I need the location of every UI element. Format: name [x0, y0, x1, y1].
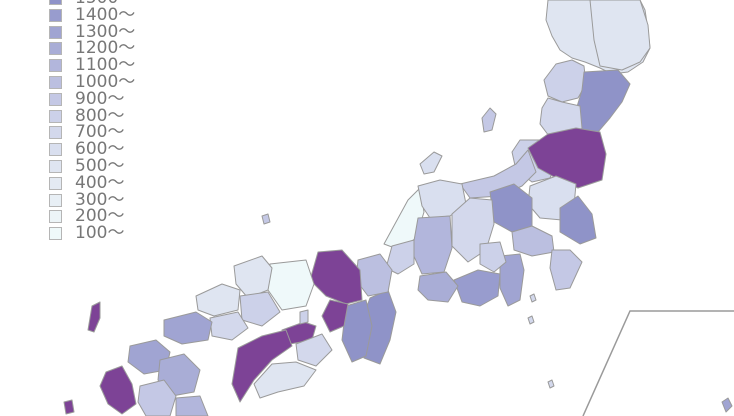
legend-label: 400〜: [75, 172, 125, 193]
legend-label: 100〜: [75, 223, 125, 244]
region-hyogo[interactable]: [267, 259, 315, 311]
region-izu-island-1[interactable]: [529, 293, 537, 303]
legend-swatch: [49, 227, 62, 241]
legend-label: 900〜: [75, 88, 125, 109]
region-gunma[interactable]: [489, 183, 533, 233]
legend-label: 1100〜: [75, 55, 136, 76]
legend-item: 1000〜: [49, 74, 135, 91]
legend-swatch: [49, 160, 62, 173]
legend-item: 1200〜: [49, 40, 135, 57]
region-tsushima[interactable]: [87, 301, 101, 333]
legend-item: 900〜: [49, 88, 125, 109]
region-kochi[interactable]: [253, 361, 317, 399]
legend-label: 700〜: [75, 122, 125, 143]
legend-swatch: [49, 143, 62, 157]
region-sado[interactable]: [419, 151, 443, 175]
legend-item: 400〜: [49, 172, 125, 193]
legend-swatch: [49, 210, 62, 224]
region-kumamoto[interactable]: [137, 379, 177, 416]
legend-swatch: [49, 25, 62, 39]
region-awaji[interactable]: [299, 309, 309, 325]
legend-label: 200〜: [75, 206, 125, 227]
region-shimane[interactable]: [195, 283, 241, 317]
legend-swatch: [49, 109, 62, 123]
legend-swatch: [49, 92, 62, 106]
legend-item: 600〜: [49, 141, 124, 158]
legend-label: 300〜: [75, 189, 125, 210]
okinawa-inset-frame: [582, 310, 734, 416]
legend-item: 100〜: [49, 225, 124, 242]
region-shizuoka[interactable]: [453, 269, 501, 307]
legend-label: 1400〜: [75, 4, 136, 25]
legend-item: 1500〜: [49, 0, 135, 7]
region-tokushima[interactable]: [295, 333, 333, 367]
region-yamaguchi[interactable]: [163, 311, 213, 345]
legend-swatch: [49, 0, 62, 5]
region-izu-island-3[interactable]: [547, 379, 555, 389]
region-tottori[interactable]: [233, 255, 273, 299]
legend-label: 600〜: [75, 139, 125, 160]
region-okinawa-island[interactable]: [721, 397, 733, 413]
region-goto[interactable]: [63, 399, 75, 415]
legend-label: 800〜: [75, 105, 125, 126]
legend-label: 1000〜: [75, 72, 136, 92]
legend-label: 1300〜: [75, 21, 136, 42]
region-kyoto[interactable]: [309, 249, 363, 305]
region-hiroshima[interactable]: [209, 311, 249, 341]
region-osaka[interactable]: [321, 299, 349, 333]
region-saga[interactable]: [99, 365, 137, 415]
region-oki[interactable]: [261, 213, 271, 225]
legend-item: 700〜: [49, 124, 124, 141]
region-gifu[interactable]: [411, 215, 453, 275]
legend-label: 1200〜: [75, 38, 136, 59]
region-iwate[interactable]: [575, 69, 631, 133]
region-miyazaki[interactable]: [175, 395, 209, 416]
region-nara[interactable]: [341, 299, 373, 363]
legend-swatch: [49, 8, 62, 22]
region-aomori[interactable]: [543, 59, 587, 103]
legend-item: 200〜: [49, 208, 124, 225]
region-aichi[interactable]: [417, 271, 459, 303]
region-kanagawa[interactable]: [499, 253, 525, 307]
legend-swatch: [49, 176, 62, 190]
region-chiba[interactable]: [549, 249, 583, 291]
legend-swatch: [49, 193, 62, 207]
legend-item: 1300〜: [49, 21, 136, 42]
legend-swatch: [49, 59, 62, 73]
legend-item: 1400〜: [49, 4, 136, 25]
region-izu-island-2[interactable]: [527, 315, 535, 325]
region-miyagi[interactable]: [527, 127, 607, 189]
legend-swatch: [49, 42, 62, 56]
region-ibaraki[interactable]: [559, 195, 597, 245]
legend-label: 1500〜: [75, 0, 135, 7]
legend-label: 500〜: [75, 156, 125, 176]
legend-swatch: [49, 126, 62, 140]
region-yamanashi[interactable]: [479, 241, 507, 273]
legend-item: 500〜: [49, 158, 124, 175]
legend-item: 800〜: [49, 105, 125, 126]
region-ehime[interactable]: [231, 329, 293, 403]
legend-item: 1100〜: [49, 57, 135, 74]
region-noto-island[interactable]: [481, 107, 497, 133]
region-saitama[interactable]: [511, 225, 555, 257]
region-hokkaido-north[interactable]: [589, 0, 651, 71]
legend-item: 300〜: [49, 189, 125, 210]
legend-swatch: [49, 76, 62, 89]
region-okayama[interactable]: [239, 291, 281, 327]
